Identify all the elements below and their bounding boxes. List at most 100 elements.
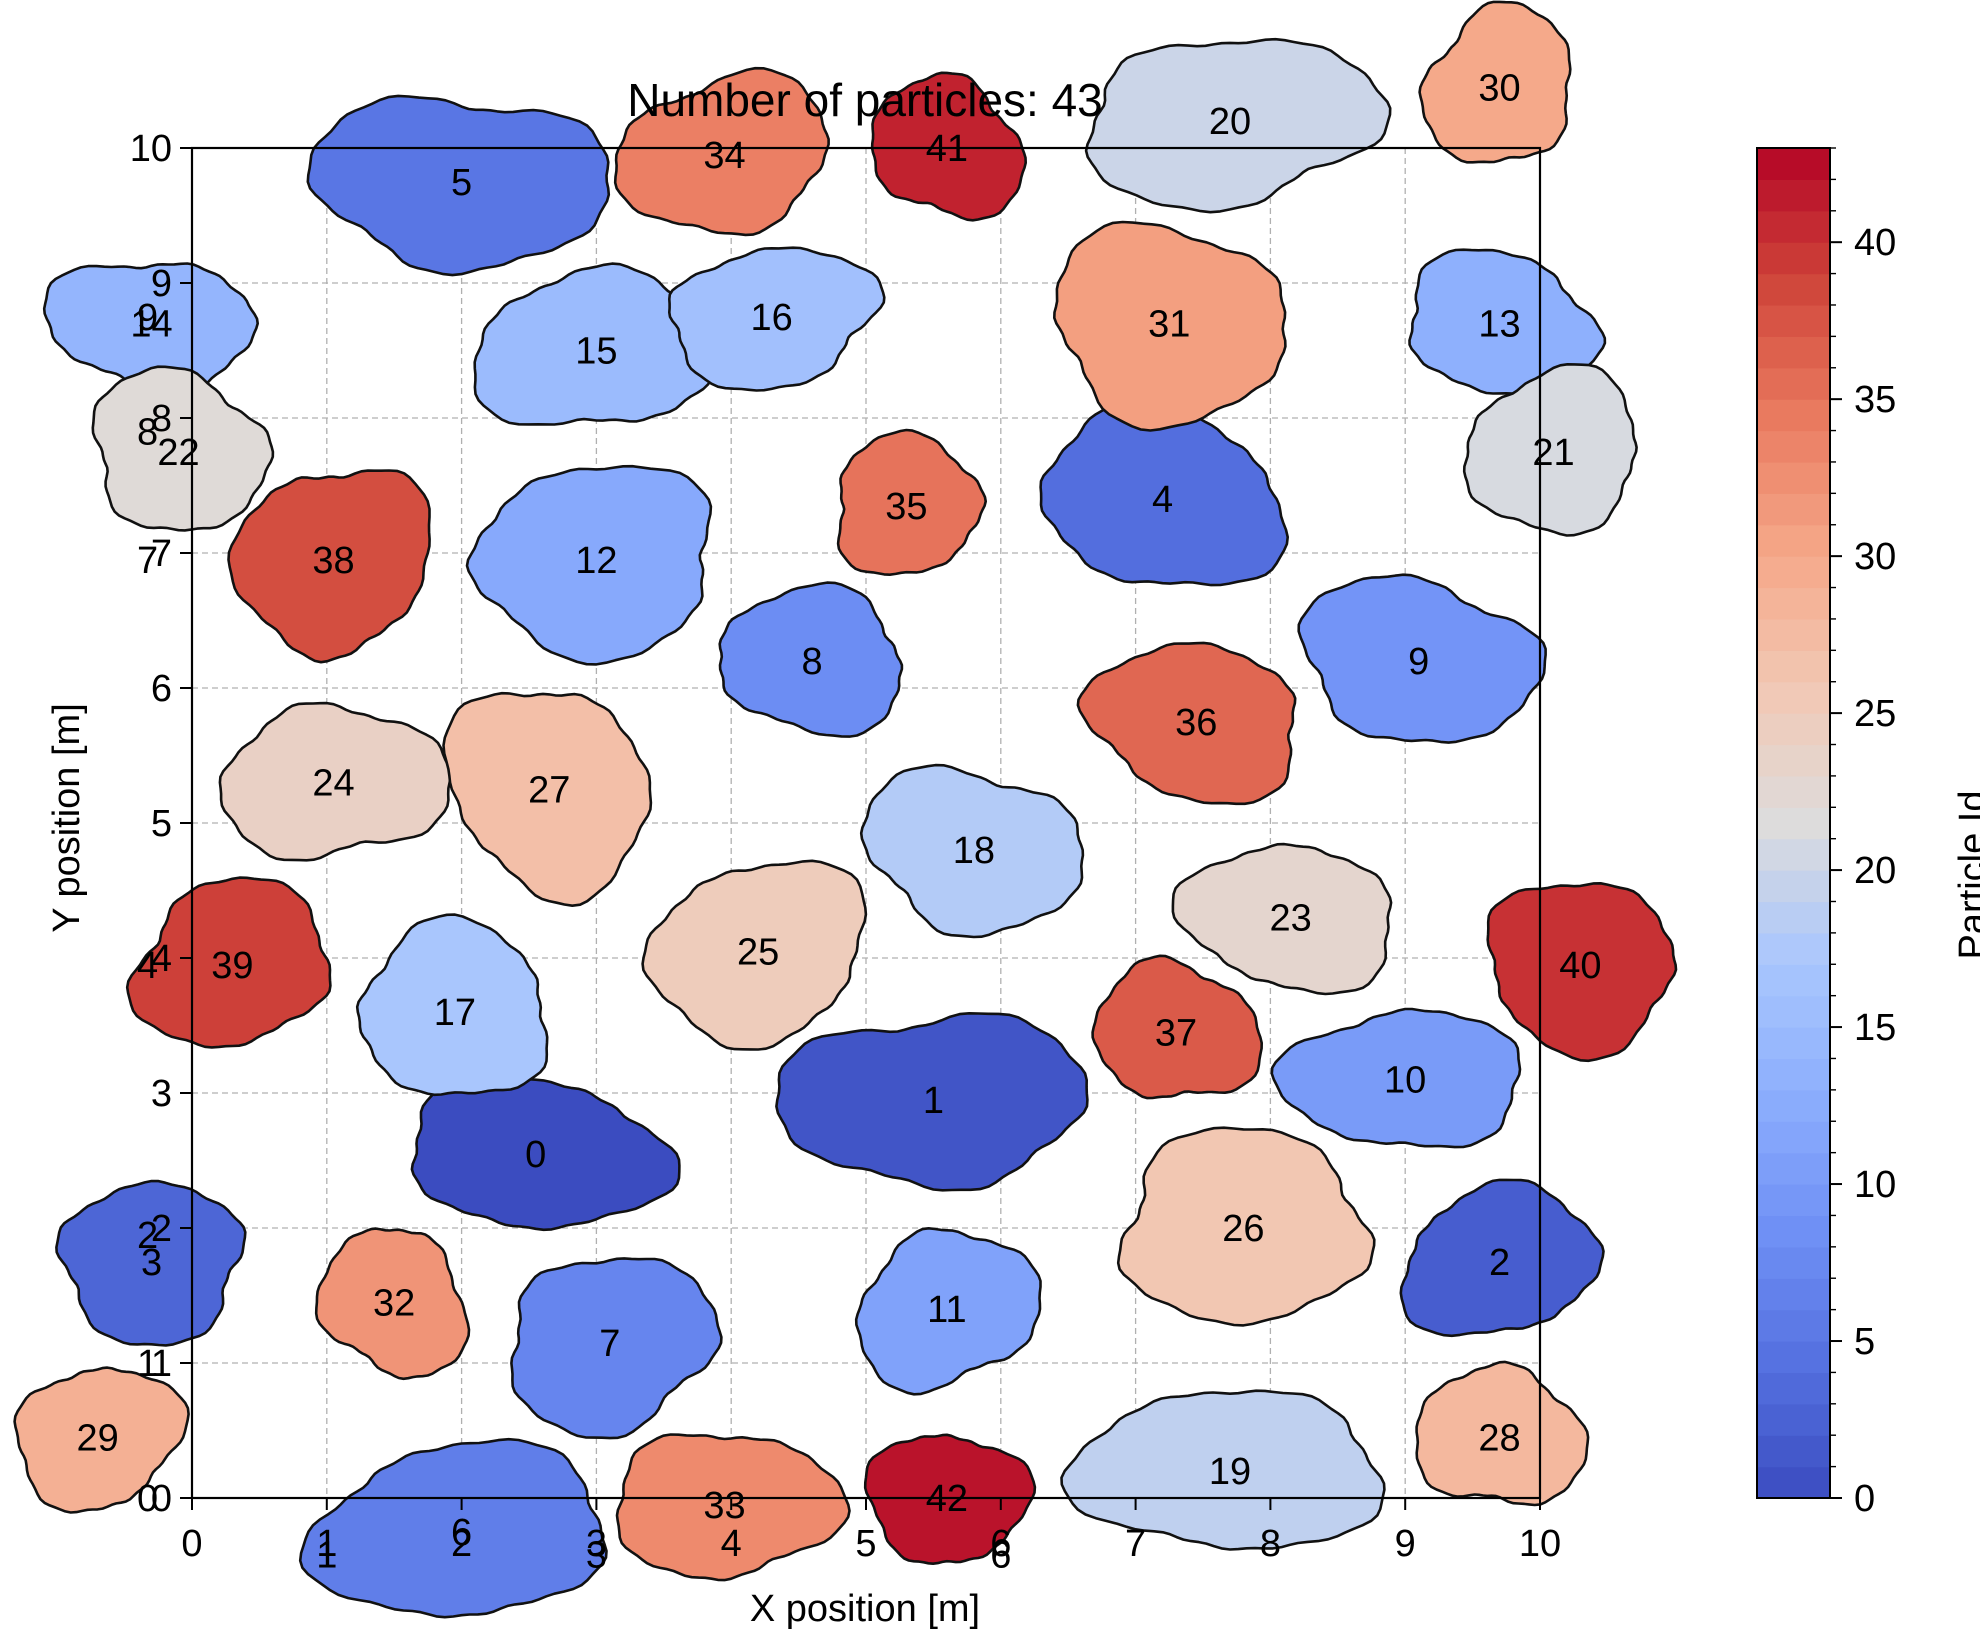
- colorbar-tick-label: 0: [1854, 1478, 1875, 1520]
- particle: 14: [42, 262, 259, 397]
- particle: 16: [668, 246, 886, 392]
- particle-id-label: 14: [130, 304, 172, 346]
- particle-id-label: 24: [312, 763, 354, 805]
- particle-id-label: 15: [575, 331, 617, 373]
- colorbar-band: [1757, 1121, 1830, 1154]
- particle-shape: [859, 763, 1085, 939]
- particle: 39: [125, 876, 332, 1049]
- particle-id-label: 29: [76, 1417, 118, 1459]
- x-axis-label: X position [m]: [750, 1588, 980, 1630]
- x-tick-label: 1: [316, 1523, 337, 1565]
- particle-shape: [1084, 37, 1392, 214]
- colorbar-band: [1757, 179, 1830, 212]
- particle-shape: [1116, 1126, 1376, 1327]
- colorbar-tick-label: 15: [1854, 1007, 1896, 1049]
- colorbar-tick-label: 35: [1854, 379, 1896, 421]
- particle-id-label: 18: [953, 830, 995, 872]
- x-tick-label: 10: [1519, 1523, 1561, 1565]
- colorbar-bands: [1757, 148, 1830, 1499]
- colorbar-band: [1757, 1027, 1830, 1060]
- x-tick-label: 9: [1395, 1523, 1416, 1565]
- particle-shape: [1270, 1007, 1522, 1149]
- overlay-labels: 9 8 7 4 2 1 0 1 3 6: [137, 297, 1011, 1577]
- colorbar-band: [1757, 713, 1830, 746]
- particle-shape: [613, 66, 830, 237]
- y-axis-label: Y position [m]: [46, 703, 88, 933]
- particle-shape: [227, 469, 431, 664]
- particle-id-label: 25: [737, 931, 779, 973]
- colorbar-band: [1757, 744, 1830, 777]
- particle: 4: [1039, 394, 1289, 587]
- particle: 34: [613, 66, 830, 237]
- overlay-label: 0: [137, 1478, 158, 1520]
- colorbar-band: [1757, 1215, 1830, 1248]
- x-tick-label: 3: [586, 1523, 607, 1565]
- particle-id-label: 20: [1209, 101, 1251, 143]
- particle-shape: [1399, 1178, 1605, 1338]
- y-tick-label: 8: [151, 398, 172, 440]
- particle-shape: [298, 1437, 608, 1619]
- colorbar-tick-label: 20: [1854, 850, 1896, 892]
- particle-shape: [1060, 1389, 1386, 1551]
- particle: 38: [227, 469, 431, 664]
- particle-shape: [510, 1257, 723, 1440]
- particle-shape: [1171, 842, 1393, 996]
- colorbar-tick-label: 10: [1854, 1164, 1896, 1206]
- colorbar-frame: [1756, 147, 1831, 1499]
- particle-shape: [55, 1179, 247, 1347]
- colorbar-band: [1757, 995, 1830, 1028]
- particle: 0: [410, 1072, 681, 1232]
- particle: 15: [473, 262, 728, 426]
- y-tick-label: 2: [151, 1208, 172, 1250]
- particle: 8: [718, 581, 904, 738]
- particle-shape: [355, 913, 549, 1097]
- colorbar-band: [1757, 1435, 1830, 1468]
- colorbar-band: [1757, 273, 1830, 306]
- overlay-label: 8: [137, 412, 158, 454]
- particle: 31: [1053, 220, 1287, 432]
- particle-id-label: 3: [141, 1242, 162, 1284]
- colorbar-band: [1757, 901, 1830, 934]
- y-tick-label: 0: [151, 1478, 172, 1520]
- y-tick-label: 7: [151, 533, 172, 575]
- x-tick-label: 6: [990, 1523, 1011, 1565]
- colorbar: 0 5 10 15 20 25 30 35 40 Particle Id: [1756, 147, 1980, 1520]
- particle-shape: [668, 246, 886, 392]
- particle-id-label: 4: [1152, 479, 1173, 521]
- particle-id-label: 17: [434, 992, 476, 1034]
- colorbar-ticks: 0 5 10 15 20 25 30 35 40: [1830, 147, 1896, 1520]
- particle-id-label: 9: [1408, 641, 1429, 683]
- particle-id-label: 37: [1155, 1012, 1197, 1054]
- particle-id-label: 13: [1478, 304, 1520, 346]
- particle-id-label: 32: [373, 1282, 415, 1324]
- x-tick-label: 0: [181, 1523, 202, 1565]
- particle: 30: [1418, 0, 1572, 164]
- particle: 40: [1486, 882, 1678, 1063]
- y-tick-label: 4: [151, 938, 172, 980]
- particle-id-label: 8: [802, 641, 823, 683]
- particle-shape: [1076, 641, 1297, 806]
- particle-id-label: 16: [750, 297, 792, 339]
- colorbar-band: [1757, 964, 1830, 997]
- particle-id-label: 6: [451, 1512, 472, 1554]
- particle-id-label: 31: [1148, 304, 1190, 346]
- particle-shape: [615, 1433, 851, 1582]
- particle: 9: [1297, 573, 1547, 744]
- x-axis-ticks: 0 1 2 3 4 5 6 7 8 9 10: [181, 1498, 1561, 1565]
- particle: 35: [836, 428, 987, 576]
- overlay-label: 1: [137, 1343, 158, 1385]
- particle-shape: [91, 365, 275, 532]
- particle-id-label: 23: [1269, 898, 1311, 940]
- overlay-label: 7: [137, 540, 158, 582]
- overlay-label: 2: [137, 1215, 158, 1257]
- colorbar-band: [1757, 1246, 1830, 1279]
- colorbar-tick-label: 40: [1854, 222, 1896, 264]
- particle-id-label: 7: [599, 1323, 620, 1365]
- overlay-label: 1: [316, 1535, 337, 1577]
- particle-id-label: 38: [312, 540, 354, 582]
- overlay-label: 9: [137, 297, 158, 339]
- x-tick-label: 7: [1125, 1523, 1146, 1565]
- particle-shape: [1462, 363, 1638, 537]
- particle-id-label: 11: [927, 1289, 966, 1331]
